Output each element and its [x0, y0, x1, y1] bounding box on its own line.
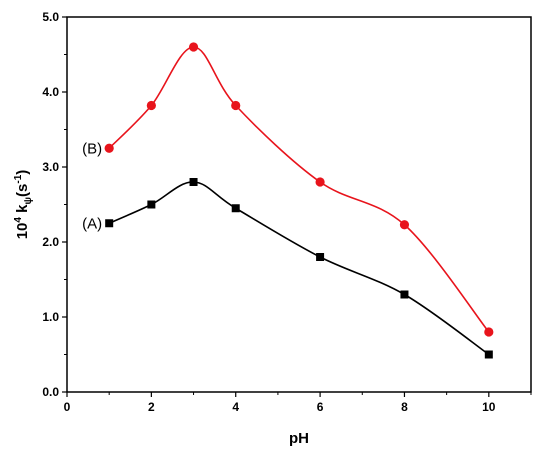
series-line — [108, 181, 490, 356]
data-point-square — [400, 290, 409, 299]
y-axis-title: 104 kψ(s-1) — [13, 170, 34, 240]
y-tick-label: 3.0 — [42, 160, 59, 174]
data-point-circle — [146, 100, 156, 111]
series-layer — [104, 42, 494, 359]
series-b — [104, 42, 494, 337]
data-point-circle — [315, 177, 325, 187]
x-tick-label: 10 — [482, 400, 496, 414]
series-a — [105, 178, 493, 359]
data-point-square — [484, 350, 493, 359]
x-tick-label: 2 — [148, 400, 155, 414]
x-tick-label: 8 — [401, 400, 408, 414]
plot-frame — [66, 16, 532, 393]
labels-layer: pH 104 kψ(s-1) (A) (B) — [13, 140, 309, 447]
y-tick-label: 0.0 — [42, 385, 59, 399]
x-tick-label: 4 — [232, 400, 239, 414]
data-point-circle — [231, 100, 241, 111]
y-tick-label: 1.0 — [42, 310, 59, 324]
data-point-square — [189, 178, 198, 186]
y-tick-label: 5.0 — [42, 10, 59, 24]
y-tick-label: 2.0 — [42, 235, 59, 249]
series-line — [108, 46, 490, 333]
x-tick-label: 6 — [317, 400, 324, 414]
data-point-circle — [484, 327, 494, 337]
data-point-square — [147, 200, 156, 209]
x-tick-label: 0 — [64, 400, 71, 414]
y-tick-label: 4.0 — [42, 85, 59, 99]
series-label: (A) — [82, 215, 102, 232]
data-point-circle — [104, 143, 114, 153]
data-point-square — [105, 219, 114, 228]
data-point-square — [316, 253, 325, 261]
series-label: (B) — [82, 140, 102, 157]
data-point-circle — [399, 220, 410, 230]
data-point-square — [231, 204, 240, 213]
x-axis-title: pH — [289, 430, 309, 447]
axes: 0 2 4 6 8 10 0.0 1.0 2.0 3.0 4.0 5.0 — [42, 10, 532, 414]
data-point-circle — [188, 42, 199, 52]
plot-area — [66, 16, 532, 393]
